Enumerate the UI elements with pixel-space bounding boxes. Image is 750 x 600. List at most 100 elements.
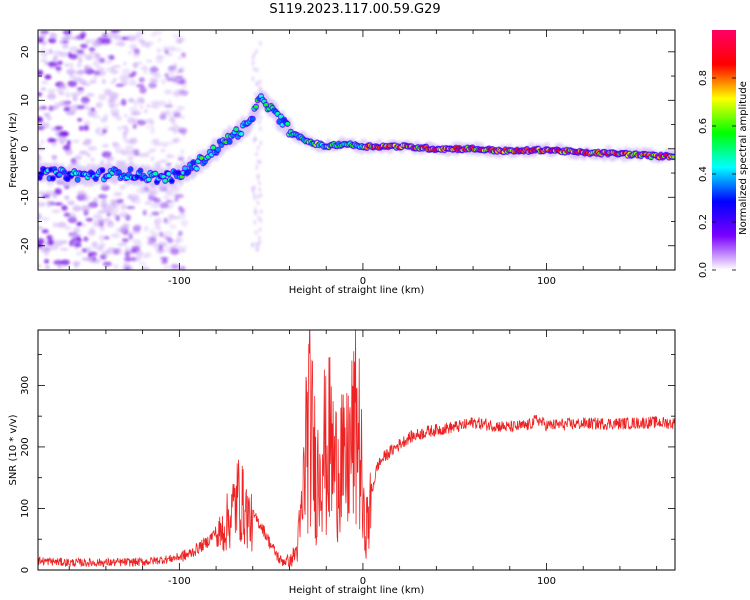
spectral-noise-blob bbox=[123, 256, 132, 262]
spectral-noise-blob bbox=[112, 212, 118, 219]
spectral-noise-blob bbox=[170, 248, 180, 256]
spectral-noise-blob bbox=[258, 227, 262, 233]
spectral-noise-blob bbox=[177, 56, 183, 60]
x-tick-label: 100 bbox=[537, 576, 556, 587]
spectral-noise-blob bbox=[64, 63, 70, 67]
spectral-noise-blob bbox=[81, 248, 88, 253]
spectral-noise-blob bbox=[41, 229, 49, 234]
spectral-noise-blob bbox=[259, 192, 263, 198]
spectral-noise-blob bbox=[50, 138, 58, 143]
spectral-noise-blob bbox=[256, 81, 260, 87]
spectral-noise-blob bbox=[104, 59, 112, 65]
spectral-noise-blob bbox=[146, 103, 151, 109]
snr-series-line bbox=[38, 330, 675, 568]
spectral-noise-blob bbox=[38, 69, 44, 76]
y-tick-label: 200 bbox=[20, 437, 31, 456]
spectral-noise-blob bbox=[112, 263, 119, 270]
spectral-noise-blob bbox=[70, 36, 81, 41]
spectral-noise-blob bbox=[156, 160, 162, 165]
spectral-noise-blob bbox=[114, 34, 122, 41]
spectral-noise-blob bbox=[89, 109, 98, 117]
colorbar-tick-label: 0.0 bbox=[698, 262, 709, 278]
spectral-noise-blob bbox=[144, 252, 152, 258]
spectral-noise-blob bbox=[258, 187, 262, 193]
spectral-noise-blob bbox=[73, 77, 83, 83]
spectral-noise-blob bbox=[96, 69, 106, 77]
spectral-noise-blob bbox=[258, 79, 262, 85]
spectral-noise-blob bbox=[174, 47, 183, 52]
spectral-noise-blob bbox=[163, 217, 168, 224]
spectral-noise-blob bbox=[38, 213, 43, 220]
spectral-noise-blob bbox=[47, 89, 56, 94]
spectral-noise-blob bbox=[253, 219, 257, 225]
spectral-noise-blob bbox=[56, 60, 63, 66]
spectral-noise-blob bbox=[123, 113, 129, 118]
spectral-noise-blob bbox=[66, 139, 71, 146]
spectral-noise-blob bbox=[150, 33, 156, 38]
spectral-noise-blob bbox=[160, 149, 166, 153]
spectral-noise-blob bbox=[156, 48, 162, 54]
ridge-core bbox=[100, 168, 105, 173]
spectral-noise-blob bbox=[44, 74, 52, 80]
spectral-noise-blob bbox=[124, 145, 135, 152]
spectral-noise-blob bbox=[143, 267, 149, 270]
spectral-noise-blob bbox=[119, 184, 127, 190]
spectral-noise-blob bbox=[110, 80, 116, 84]
spectral-noise-blob bbox=[69, 53, 79, 60]
spectral-noise-blob bbox=[174, 197, 179, 202]
spectral-noise-blob bbox=[169, 224, 177, 230]
colorbar-tick-label: 0.8 bbox=[698, 70, 709, 86]
spectral-noise-blob bbox=[118, 40, 126, 48]
spectral-noise-blob bbox=[142, 209, 147, 216]
spectral-noise-blob bbox=[74, 155, 82, 161]
spectral-noise-blob bbox=[179, 66, 186, 73]
colorbar-tick-label: 0.6 bbox=[698, 118, 709, 134]
spectral-noise-blob bbox=[150, 104, 158, 109]
spectral-noise-blob bbox=[124, 267, 131, 270]
spectral-noise-blob bbox=[169, 215, 178, 219]
ridge-core bbox=[116, 170, 122, 174]
spectral-noise-blob bbox=[256, 194, 260, 200]
spectral-noise-blob bbox=[139, 86, 147, 94]
spectral-noise-blob bbox=[130, 111, 139, 116]
spectral-noise-blob bbox=[255, 242, 259, 248]
spectral-noise-blob bbox=[87, 146, 97, 151]
spectral-noise-blob bbox=[64, 225, 72, 231]
spectral-noise-blob bbox=[102, 261, 112, 267]
spectral-noise-blob bbox=[38, 201, 46, 207]
spectral-noise-blob bbox=[149, 148, 157, 153]
y-tick-label: -10 bbox=[20, 189, 31, 205]
spectral-noise-blob bbox=[115, 228, 125, 233]
spectral-noise-blob bbox=[54, 125, 63, 131]
spectral-noise-blob bbox=[89, 79, 97, 84]
spectral-noise-blob bbox=[40, 139, 45, 144]
spectral-noise-blob bbox=[165, 76, 175, 82]
spectral-noise-blob bbox=[259, 140, 263, 146]
spectral-noise-blob bbox=[83, 124, 90, 131]
spectral-noise-blob bbox=[83, 197, 89, 202]
spectral-noise-blob bbox=[50, 32, 58, 40]
spectral-noise-blob bbox=[130, 256, 137, 262]
spectral-noise-blob bbox=[38, 238, 45, 245]
spectral-noise-blob bbox=[58, 90, 65, 96]
spectral-noise-blob bbox=[85, 106, 93, 111]
spectral-noise-blob bbox=[139, 261, 147, 266]
spectral-noise-blob bbox=[259, 209, 263, 215]
snr-frame bbox=[37, 329, 676, 571]
spectral-noise-blob bbox=[78, 150, 89, 155]
spectral-noise-blob bbox=[77, 221, 83, 226]
spectral-noise-blob bbox=[98, 93, 107, 101]
colorbar-ticks: 0.0 0.2 0.4 0.6 0.8 bbox=[698, 70, 736, 278]
spectral-noise-blob bbox=[91, 114, 101, 119]
spectral-noise-blob bbox=[255, 246, 259, 252]
ridge-core bbox=[62, 170, 67, 175]
spectral-noise-blob bbox=[98, 209, 105, 214]
ridge-core bbox=[250, 117, 255, 121]
spectral-noise-blob bbox=[56, 86, 62, 93]
spectrogram-marks bbox=[38, 30, 675, 270]
spectral-noise-blob bbox=[255, 151, 259, 157]
snr-y-axis-label: SNR (10 * v/v) bbox=[8, 414, 19, 485]
colorbar-label: Normalized spectral amplitude bbox=[738, 81, 749, 235]
spectral-noise-blob bbox=[164, 141, 174, 146]
spectral-noise-blob bbox=[100, 203, 108, 208]
